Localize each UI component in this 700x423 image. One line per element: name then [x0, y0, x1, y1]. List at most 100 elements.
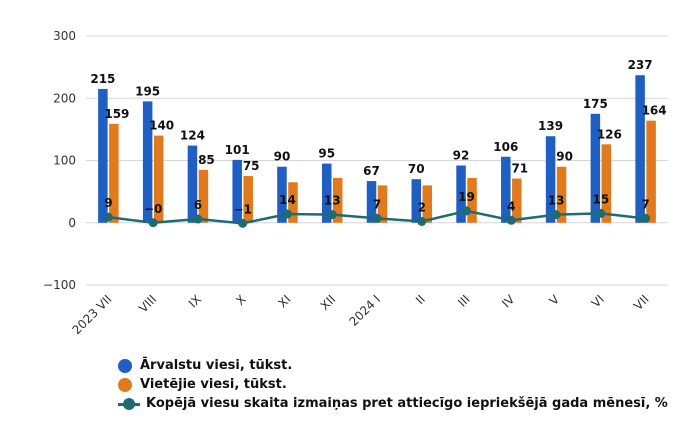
- change-point: [462, 206, 472, 216]
- bar-foreign: [277, 166, 287, 223]
- x-tick-label: XI: [275, 292, 293, 310]
- x-axis-ticks: 2023 VII VIII IX X XI XII 2024 I II III IV V VI VII: [70, 292, 652, 338]
- legend-item-change: Kopējā viesu skaita izmaiņas pret attiec…: [118, 394, 668, 413]
- data-label-change: 15: [592, 192, 609, 206]
- data-label-foreign: 101: [225, 143, 250, 157]
- bar-foreign: [456, 165, 466, 223]
- x-tick-label: VI: [589, 292, 607, 310]
- x-tick-label: 2023 VII: [70, 292, 115, 337]
- change-point: [193, 214, 203, 224]
- legend-label-change: Kopējā viesu skaita izmaiņas pret attiec…: [146, 396, 668, 411]
- change-point: [148, 218, 158, 228]
- bar-local: [512, 178, 522, 223]
- data-label-foreign: 139: [538, 119, 563, 133]
- bar-foreign: [545, 136, 556, 223]
- y-tick-label: 100: [53, 154, 76, 168]
- legend-marker-foreign: [118, 358, 132, 373]
- data-label-local: 126: [597, 127, 622, 141]
- gridlines: [86, 35, 668, 286]
- data-label-change: 13: [324, 194, 341, 208]
- data-label-local: 159: [104, 107, 129, 121]
- data-label-foreign: 67: [363, 164, 380, 178]
- data-label-foreign: 95: [318, 147, 335, 161]
- bar-foreign: [187, 145, 198, 223]
- bar-local: [556, 166, 567, 223]
- bar-local: [153, 135, 164, 223]
- bar-local: [243, 176, 253, 223]
- bar-foreign: [98, 88, 108, 223]
- bar-local: [601, 144, 612, 223]
- x-tick-label: XII: [318, 292, 339, 313]
- data-label-change: 7: [641, 197, 649, 211]
- change-point: [327, 210, 337, 220]
- data-label-change: −0: [144, 202, 162, 216]
- data-label-change: 7: [373, 197, 381, 211]
- x-tick-label: IX: [186, 292, 204, 310]
- data-label-foreign: 90: [274, 150, 291, 164]
- bar-foreign: [142, 101, 153, 223]
- x-tick-label: V: [546, 292, 562, 308]
- data-label-change: 19: [458, 190, 475, 204]
- data-label-change: 4: [507, 199, 515, 213]
- bar-local: [198, 169, 209, 223]
- data-label-foreign: 124: [180, 129, 205, 143]
- x-tick-label: X: [233, 292, 249, 308]
- bar-foreign: [366, 181, 377, 223]
- bar-foreign: [635, 75, 645, 223]
- bar-local: [377, 185, 388, 223]
- legend-item-foreign: Ārvalstu viesi, tūkst.: [118, 356, 668, 375]
- change-point: [596, 208, 606, 218]
- change-point: [238, 218, 248, 228]
- data-label-local: 164: [642, 104, 667, 118]
- change-point: [372, 213, 382, 223]
- x-tick-label: III: [455, 292, 472, 309]
- bar-local: [109, 123, 119, 223]
- legend-item-local: Vietējie viesi, tūkst.: [118, 375, 668, 394]
- bar-local: [288, 182, 298, 223]
- data-label-change: −1: [233, 202, 251, 216]
- data-label-foreign: 92: [453, 148, 470, 162]
- bar-foreign: [321, 163, 332, 223]
- data-label-local: 85: [198, 153, 215, 167]
- bar-local: [332, 177, 343, 223]
- y-tick-label: 200: [53, 91, 76, 105]
- bar-local: [422, 185, 433, 223]
- x-tick-label: IV: [499, 292, 518, 311]
- data-label-foreign: 195: [135, 84, 160, 98]
- change-point: [641, 213, 651, 223]
- data-label-local: 90: [556, 150, 573, 164]
- bar-local: [467, 177, 477, 223]
- data-label-foreign: 70: [408, 162, 425, 176]
- change-line: [103, 206, 651, 228]
- legend-marker-local: [118, 377, 132, 392]
- legend: Ārvalstu viesi, tūkst. Vietējie viesi, t…: [118, 356, 668, 413]
- data-label-local: 71: [511, 162, 528, 176]
- bar-foreign: [232, 159, 242, 223]
- x-tick-label: VIII: [136, 292, 159, 315]
- data-label-change: 6: [194, 198, 202, 212]
- data-label-foreign: 175: [583, 97, 608, 111]
- legend-label-local: Vietējie viesi, tūkst.: [140, 377, 287, 392]
- change-point: [282, 209, 292, 219]
- bar-local: [646, 120, 656, 223]
- change-point: [551, 210, 561, 220]
- legend-marker-change: [118, 397, 140, 410]
- bar-foreign: [411, 179, 422, 223]
- data-label-change: 13: [548, 194, 565, 208]
- x-tick-label: 2024 I: [346, 292, 383, 329]
- y-tick-label: 0: [68, 216, 76, 230]
- data-label-foreign: 106: [493, 140, 518, 154]
- data-label-local: 140: [149, 119, 174, 133]
- data-label-foreign: 215: [90, 72, 115, 86]
- bar-foreign: [590, 113, 601, 223]
- data-label-change: 14: [279, 193, 296, 207]
- data-label-change: 9: [104, 196, 112, 210]
- y-tick-label: 300: [53, 29, 76, 43]
- change-point: [506, 215, 516, 225]
- data-label-change: 2: [418, 201, 426, 215]
- change-point: [417, 217, 427, 227]
- x-tick-label: II: [413, 292, 428, 307]
- change-point: [103, 212, 113, 222]
- data-label-foreign: 237: [628, 58, 653, 72]
